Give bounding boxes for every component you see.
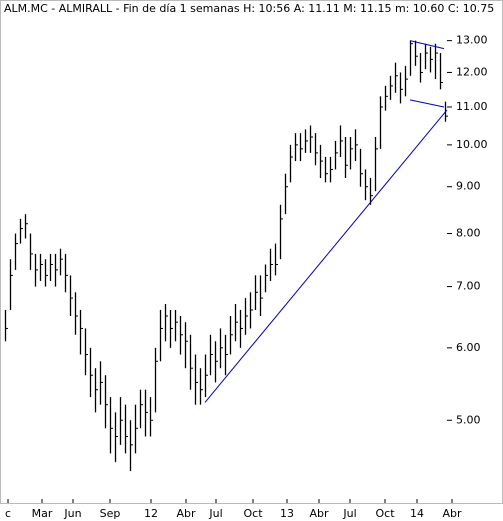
x-tick-label: Mar xyxy=(32,507,53,520)
trendline xyxy=(204,109,448,403)
x-tick-label: Abr xyxy=(309,507,329,520)
x-tick-label: Jul xyxy=(208,507,222,520)
trendline xyxy=(409,40,445,50)
y-tick-label: 7.00 xyxy=(456,280,481,293)
x-tick-label: 14 xyxy=(410,507,424,520)
x-tick-label: Abr xyxy=(442,507,462,520)
plot-frame xyxy=(0,0,503,504)
chart-title: ALM.MC - ALMIRALL - Fin de día 1 semanas… xyxy=(4,2,494,15)
trendline xyxy=(409,99,445,108)
y-tick-label: 11.00 xyxy=(456,100,488,113)
x-tick-label: 12 xyxy=(144,507,158,520)
x-tick-label: Abr xyxy=(176,507,196,520)
x-tick-label: Jun xyxy=(63,507,81,520)
y-tick-label: 10.00 xyxy=(456,138,488,151)
x-tick-label: c xyxy=(5,507,11,520)
y-tick-label: 12.00 xyxy=(456,65,488,78)
x-tick-label: Jul xyxy=(342,507,356,520)
y-tick-label: 6.00 xyxy=(456,341,481,354)
x-tick-label: Sep xyxy=(100,507,121,520)
x-tick-label: Oct xyxy=(243,507,263,520)
y-tick-label: 9.00 xyxy=(456,180,481,193)
x-tick-label: 13 xyxy=(280,507,294,520)
y-tick-label: 13.00 xyxy=(456,34,488,47)
x-tick-label: Oct xyxy=(375,507,395,520)
y-tick-label: 8.00 xyxy=(456,227,481,240)
y-tick-label: 5.00 xyxy=(456,413,481,426)
